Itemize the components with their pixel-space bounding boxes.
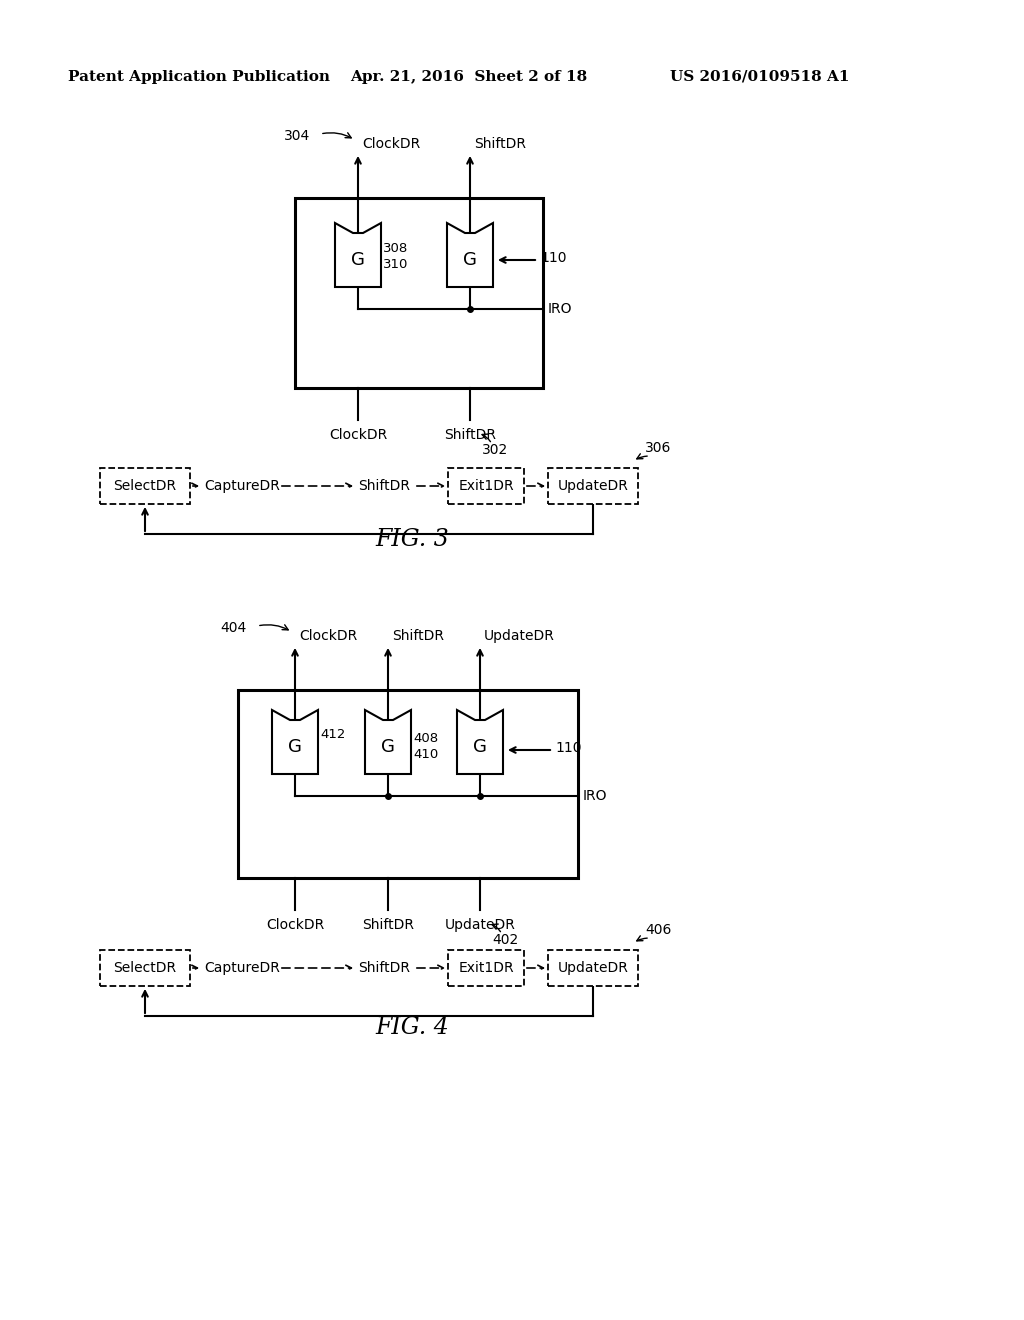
Text: ShiftDR: ShiftDR	[358, 961, 410, 975]
Text: ClockDR: ClockDR	[266, 917, 325, 932]
Text: G: G	[288, 738, 302, 756]
Bar	[548, 469, 638, 504]
Text: G: G	[473, 738, 487, 756]
Text: 408: 408	[413, 731, 438, 744]
Text: 406: 406	[645, 923, 672, 937]
Text: IRO: IRO	[583, 789, 607, 803]
Text: ClockDR: ClockDR	[329, 428, 387, 442]
Text: 402: 402	[492, 933, 518, 946]
Text: 308: 308	[383, 242, 409, 255]
Text: IRO: IRO	[548, 302, 572, 315]
Text: 110: 110	[540, 251, 566, 265]
Polygon shape	[365, 710, 411, 774]
Text: FIG. 4: FIG. 4	[375, 1016, 449, 1040]
Text: 306: 306	[645, 441, 672, 455]
Bar	[449, 950, 524, 986]
Text: ShiftDR: ShiftDR	[474, 137, 526, 150]
Text: 404: 404	[221, 620, 247, 635]
Polygon shape	[272, 710, 318, 774]
Text: FIG. 3: FIG. 3	[375, 528, 449, 552]
Text: 110: 110	[555, 741, 582, 755]
Text: 302: 302	[482, 444, 508, 457]
Text: US 2016/0109518 A1: US 2016/0109518 A1	[670, 70, 850, 84]
Text: 304: 304	[284, 129, 310, 143]
Polygon shape	[447, 223, 493, 286]
Text: 310: 310	[383, 259, 409, 272]
Text: ClockDR: ClockDR	[299, 630, 357, 643]
Text: UpdateDR: UpdateDR	[557, 479, 629, 492]
Bar	[238, 690, 578, 878]
Bar	[548, 950, 638, 986]
Text: G: G	[351, 251, 365, 269]
Text: Patent Application Publication: Patent Application Publication	[68, 70, 330, 84]
Text: Exit1DR: Exit1DR	[458, 479, 514, 492]
Bar	[100, 469, 190, 504]
Text: 410: 410	[413, 747, 438, 760]
Text: UpdateDR: UpdateDR	[557, 961, 629, 975]
Text: G: G	[381, 738, 395, 756]
Text: CaptureDR: CaptureDR	[204, 479, 280, 492]
Text: ShiftDR: ShiftDR	[358, 479, 410, 492]
Text: Exit1DR: Exit1DR	[458, 961, 514, 975]
Polygon shape	[335, 223, 381, 286]
Text: 412: 412	[319, 729, 345, 742]
Text: ShiftDR: ShiftDR	[362, 917, 414, 932]
Text: ClockDR: ClockDR	[362, 137, 420, 150]
Bar	[100, 950, 190, 986]
Text: SelectDR: SelectDR	[114, 479, 176, 492]
Text: CaptureDR: CaptureDR	[204, 961, 280, 975]
Text: Apr. 21, 2016  Sheet 2 of 18: Apr. 21, 2016 Sheet 2 of 18	[350, 70, 587, 84]
Text: G: G	[463, 251, 477, 269]
Text: SelectDR: SelectDR	[114, 961, 176, 975]
Bar	[449, 469, 524, 504]
Polygon shape	[457, 710, 503, 774]
Text: UpdateDR: UpdateDR	[444, 917, 515, 932]
Text: ShiftDR: ShiftDR	[444, 428, 496, 442]
Text: UpdateDR: UpdateDR	[484, 630, 555, 643]
Bar	[295, 198, 543, 388]
Text: ShiftDR: ShiftDR	[392, 630, 444, 643]
